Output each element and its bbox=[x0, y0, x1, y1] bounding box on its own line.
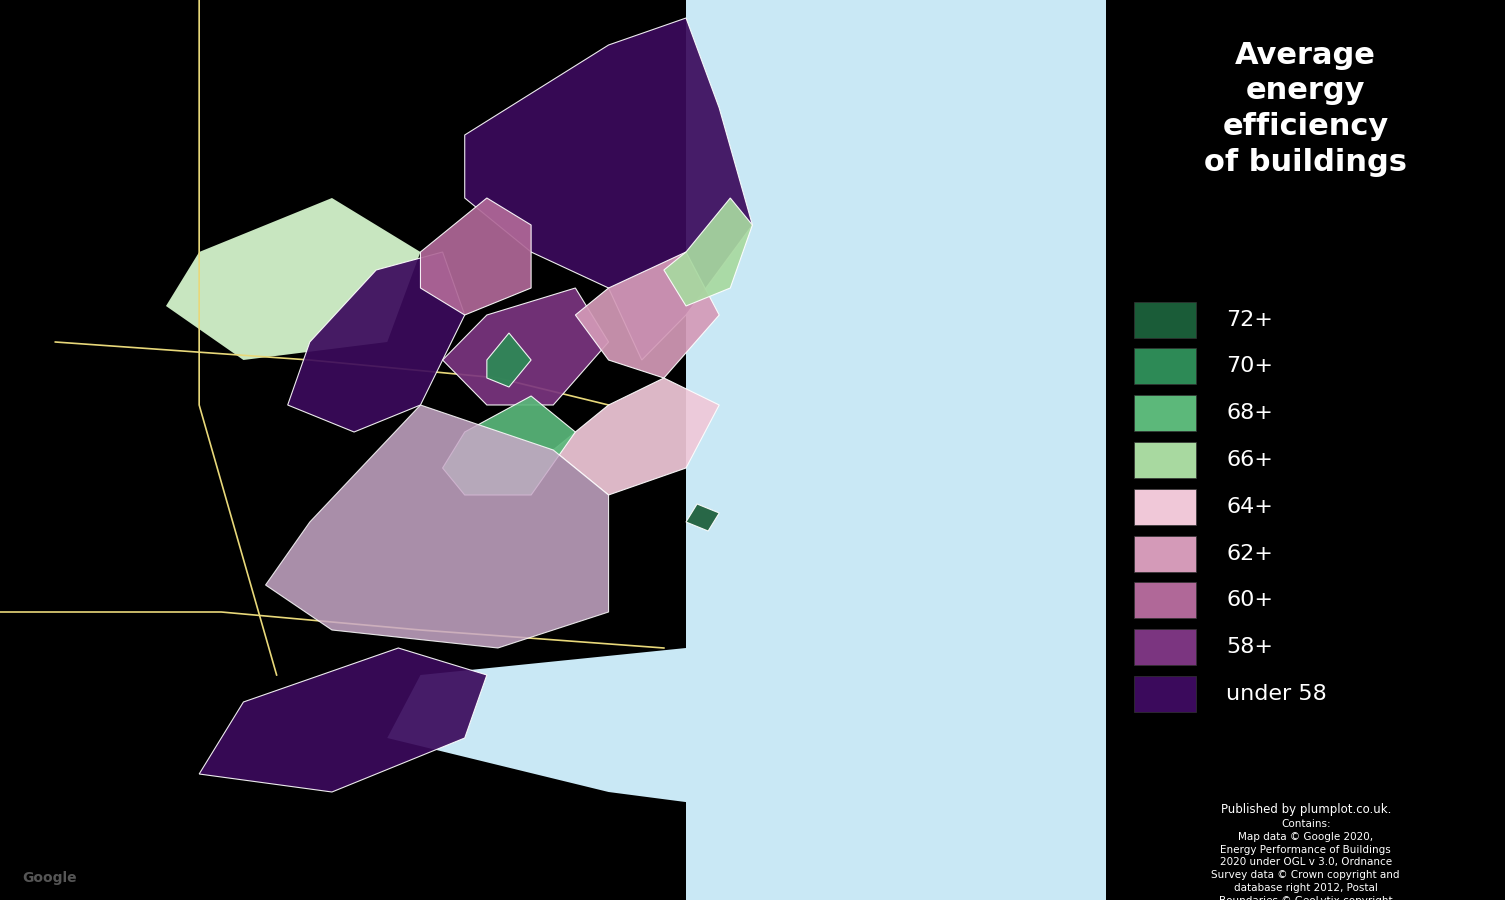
Bar bbox=[1135, 629, 1196, 665]
Polygon shape bbox=[486, 333, 531, 387]
Bar bbox=[686, 0, 1106, 900]
Text: 68+: 68+ bbox=[1227, 403, 1273, 423]
Polygon shape bbox=[664, 198, 752, 306]
Bar bbox=[1135, 442, 1196, 478]
Polygon shape bbox=[287, 252, 465, 432]
Polygon shape bbox=[199, 648, 486, 792]
Text: 70+: 70+ bbox=[1227, 356, 1273, 376]
Polygon shape bbox=[575, 252, 719, 378]
Polygon shape bbox=[554, 378, 719, 495]
Text: Published by plumplot.co.uk.: Published by plumplot.co.uk. bbox=[1221, 803, 1391, 815]
Text: 58+: 58+ bbox=[1227, 637, 1273, 657]
Bar bbox=[1135, 582, 1196, 618]
Polygon shape bbox=[465, 18, 752, 360]
Text: Average
energy
efficiency
of buildings: Average energy efficiency of buildings bbox=[1204, 40, 1407, 177]
Bar bbox=[1135, 348, 1196, 384]
Text: 60+: 60+ bbox=[1227, 590, 1273, 610]
Polygon shape bbox=[166, 198, 420, 360]
Polygon shape bbox=[265, 405, 608, 648]
Bar bbox=[1135, 676, 1196, 712]
Polygon shape bbox=[387, 648, 1106, 828]
Polygon shape bbox=[442, 288, 608, 405]
Polygon shape bbox=[420, 198, 531, 315]
Bar bbox=[1135, 302, 1196, 338]
Bar bbox=[1135, 395, 1196, 431]
Text: 66+: 66+ bbox=[1227, 450, 1273, 470]
Text: under 58: under 58 bbox=[1227, 684, 1327, 704]
Bar bbox=[1135, 536, 1196, 572]
Text: Google: Google bbox=[23, 871, 77, 885]
Bar bbox=[1135, 489, 1196, 525]
Text: Contains:
Map data © Google 2020,
Energy Performance of Buildings
2020 under OGL: Contains: Map data © Google 2020, Energy… bbox=[1212, 819, 1400, 900]
Polygon shape bbox=[686, 504, 719, 531]
Text: 72+: 72+ bbox=[1227, 310, 1273, 329]
Polygon shape bbox=[442, 396, 575, 495]
Text: 64+: 64+ bbox=[1227, 497, 1273, 517]
Text: 62+: 62+ bbox=[1227, 544, 1273, 563]
